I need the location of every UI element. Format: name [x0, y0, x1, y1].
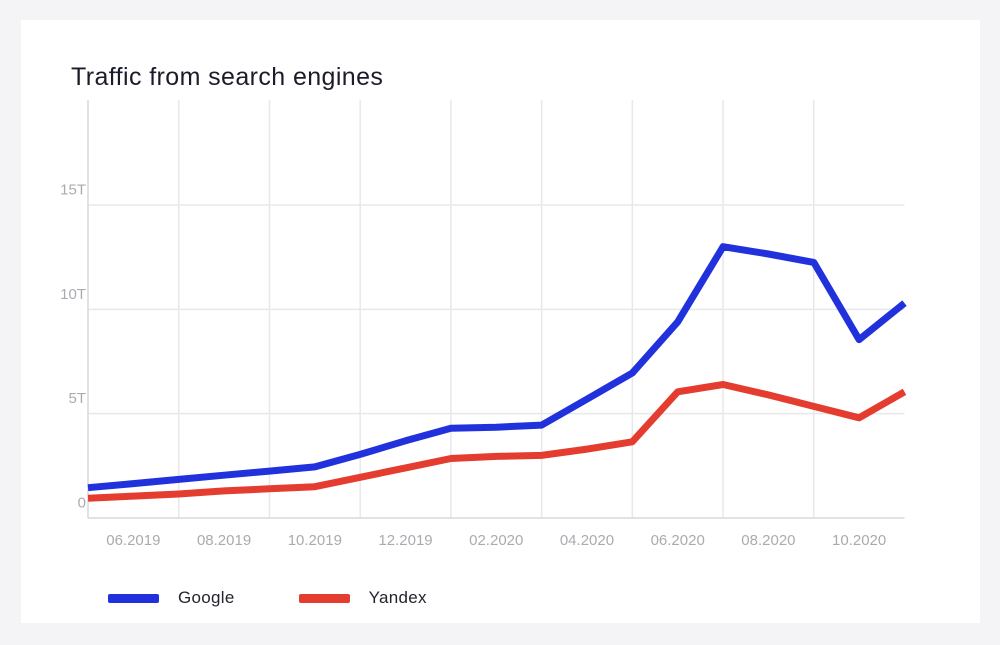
chart-legend: Google Yandex: [108, 588, 427, 608]
chart-card: Traffic from search engines Google Yande…: [21, 20, 980, 623]
legend-label-google: Google: [178, 588, 235, 607]
chart-title: Traffic from search engines: [71, 63, 384, 91]
google-line-swatch: [108, 593, 159, 603]
legend-item-yandex[interactable]: Yandex: [298, 588, 427, 608]
legend-label-yandex: Yandex: [368, 588, 427, 607]
yandex-line-swatch: [298, 593, 350, 603]
legend-item-google[interactable]: Google: [108, 588, 235, 608]
